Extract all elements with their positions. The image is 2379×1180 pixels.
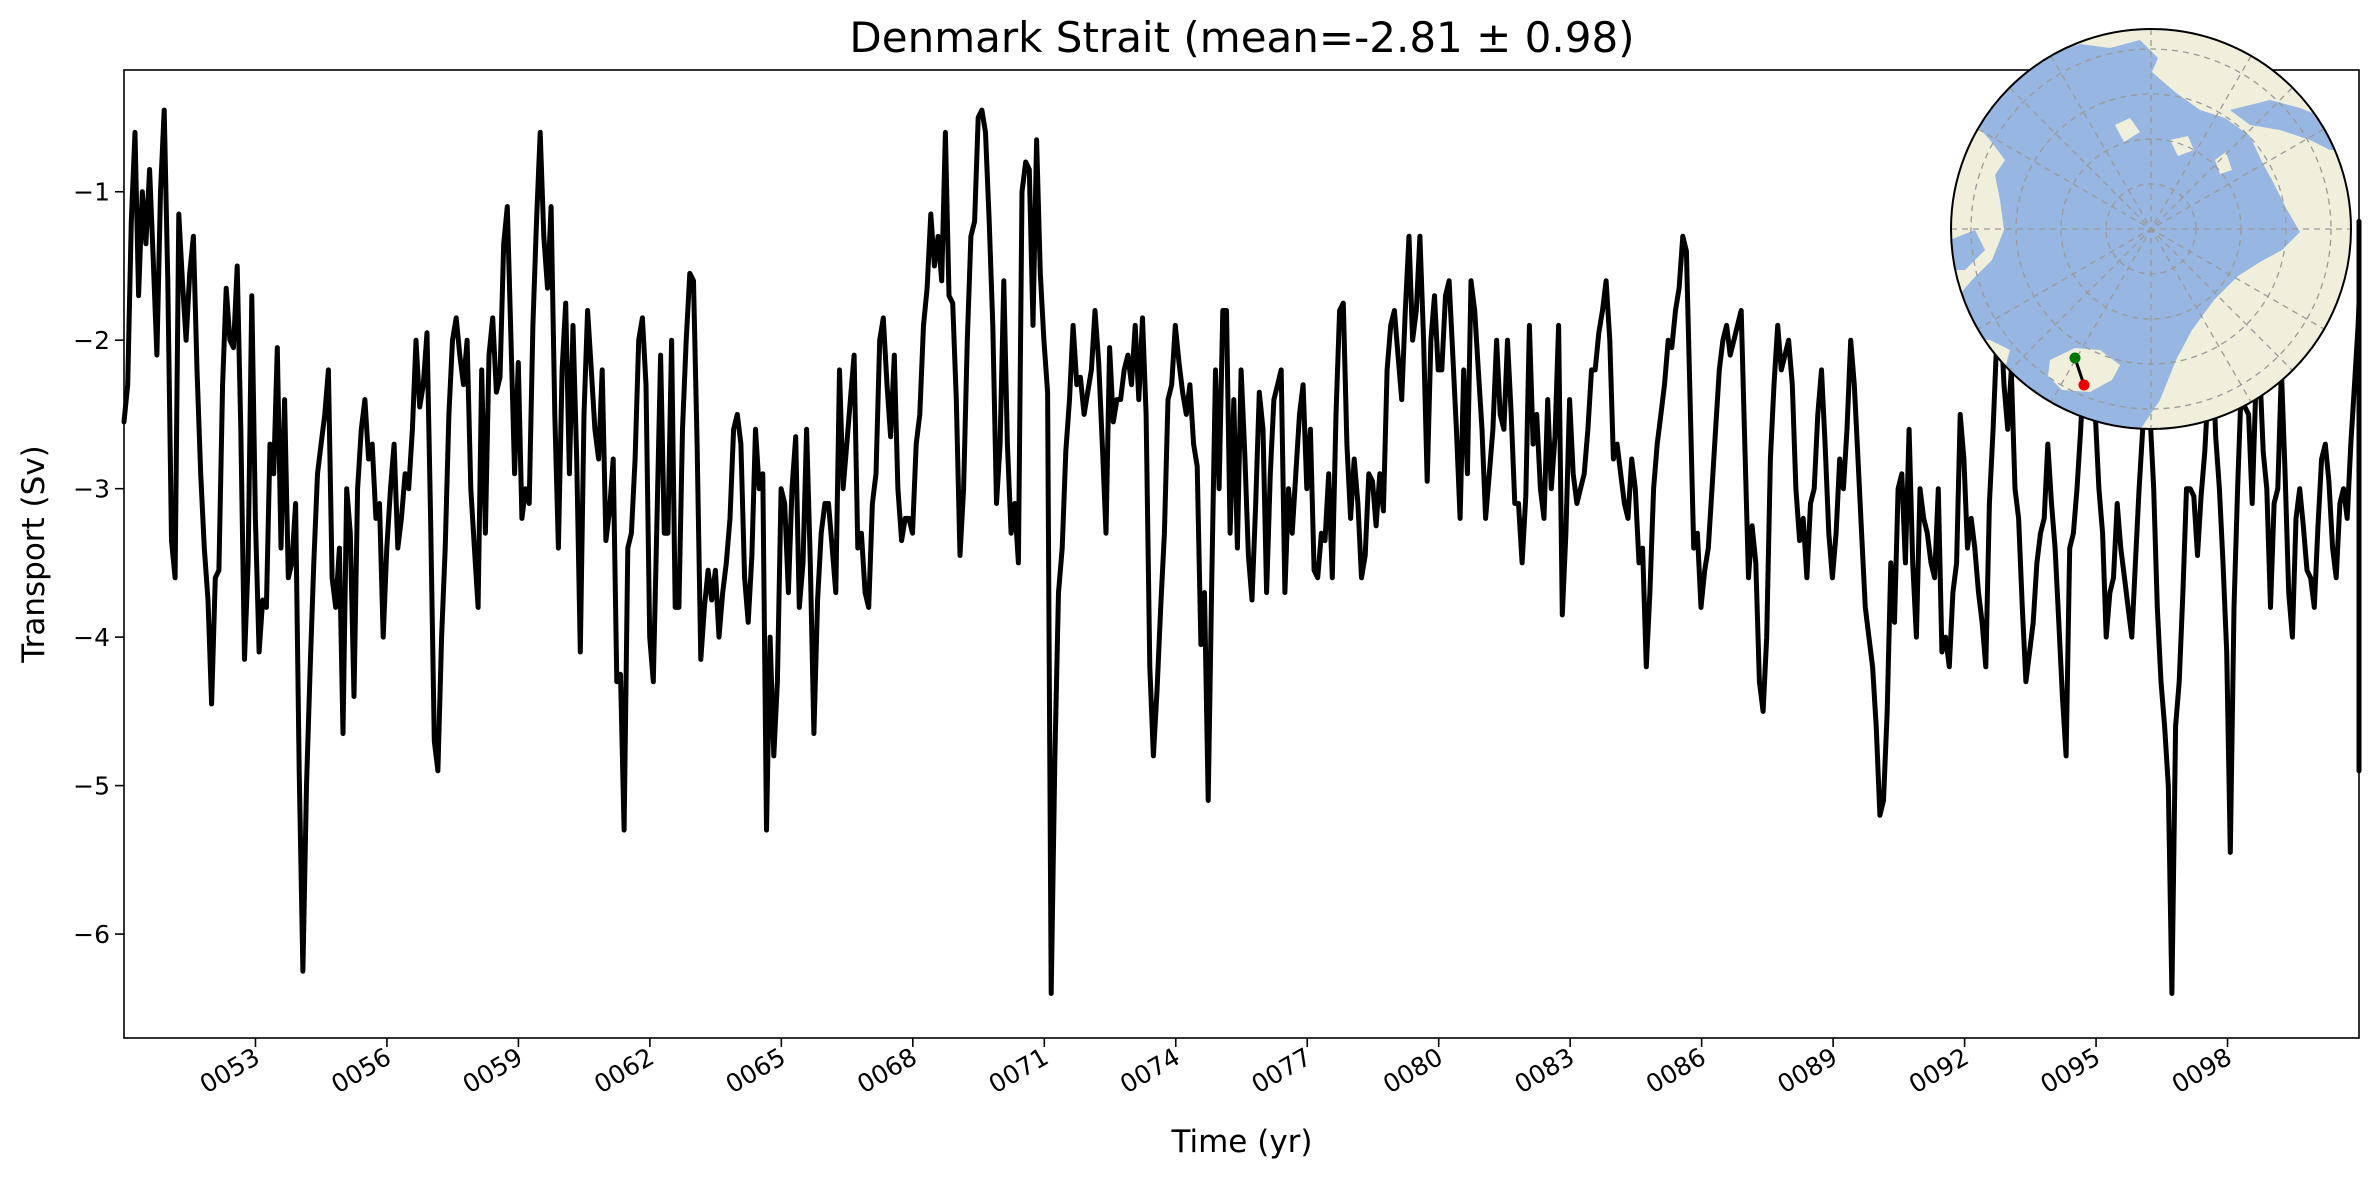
section-end-marker	[2078, 379, 2090, 391]
y-axis-ticks: −1 −2 −3 −4 −5 −6	[73, 178, 124, 949]
y-tick-label: −2	[73, 326, 110, 355]
map-border	[1950, 28, 2352, 430]
inset-polar-map	[1950, 28, 2352, 430]
y-axis-label: Transport (Sv)	[16, 445, 52, 664]
y-tick-label: −6	[73, 920, 110, 949]
map-gridlines	[1951, 29, 2351, 429]
section-start-marker	[2069, 352, 2081, 364]
y-tick-label: −1	[73, 178, 110, 207]
map-ocean-pacific	[2230, 100, 2351, 150]
plot-frame	[123, 69, 2360, 1039]
chart-title: Denmark Strait (mean=-2.81 ± 0.98)	[849, 13, 1634, 62]
map-islands	[2115, 118, 2232, 174]
map-ocean-arctic-atlantic	[1951, 40, 2300, 429]
map-greenland-iceland	[2048, 348, 2120, 392]
y-tick-label: −4	[73, 623, 110, 652]
y-tick-label: −3	[73, 475, 110, 504]
x-axis-label: Time (yr)	[1171, 1124, 1313, 1160]
y-tick-label: −5	[73, 772, 110, 801]
map-ocean-west-pacific	[1951, 230, 1985, 270]
